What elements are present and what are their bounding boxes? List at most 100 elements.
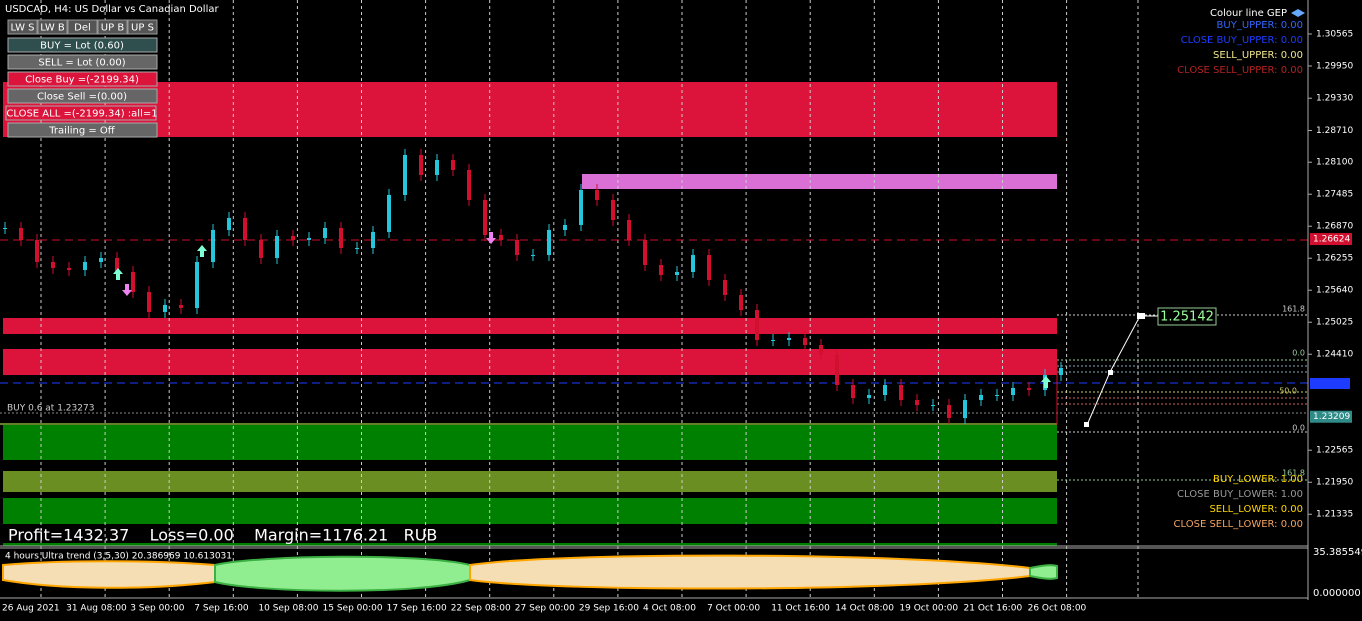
panel-button-label[interactable]: CLOSE ALL =(-2199.34) :all=1: [6, 109, 157, 120]
candle: [387, 194, 391, 232]
candle: [307, 238, 311, 240]
y-tick-label: 1.29330: [1316, 94, 1353, 104]
panel-button-label[interactable]: Close Sell =(0.00): [37, 92, 127, 103]
candle: [83, 261, 87, 271]
zone-green: [3, 498, 1057, 524]
candle: [211, 229, 215, 262]
candle: [659, 265, 663, 275]
indicator-title: 4 hours Ultra trend (3,5,30) 20.386969 1…: [5, 552, 232, 562]
panel-button[interactable]: [7, 54, 158, 70]
candle: [531, 255, 535, 257]
candle: [723, 279, 727, 295]
trade-panel: BUY = Lot (0.60) SELL = Lot (0.00) Close B…: [5, 37, 158, 138]
y-tick-label: 1.21335: [1316, 510, 1353, 520]
price-marker: [1310, 378, 1350, 389]
x-tick-label: 17 Sep 16:00: [387, 604, 447, 614]
trend-node: [1084, 422, 1089, 427]
candle: [547, 229, 551, 256]
y-tick-label: 1.26870: [1316, 222, 1353, 232]
candle: [99, 257, 103, 262]
toolbar-button[interactable]: [127, 19, 158, 35]
x-tick-label: 7 Sep 16:00: [194, 604, 249, 614]
candle: [515, 239, 519, 256]
toolbar-button-label[interactable]: LW B: [40, 23, 65, 34]
y-tick-label: 1.29950: [1316, 61, 1353, 71]
y-tick-label: 1.30565: [1316, 29, 1353, 39]
x-tick-label: 27 Sep 00:00: [515, 604, 575, 614]
candle: [579, 189, 583, 225]
gep-upper: SELL_UPPER: 0.00: [1213, 50, 1303, 61]
panel-button-label[interactable]: SELL = Lot (0.00): [38, 58, 125, 69]
toolbar-button-label[interactable]: UP S: [131, 23, 154, 34]
x-tick-label: 29 Sep 16:00: [579, 604, 639, 614]
panel-button[interactable]: [7, 88, 158, 104]
candle: [739, 294, 743, 311]
toolbar-button[interactable]: [7, 19, 38, 35]
toolbar-button[interactable]: [97, 19, 128, 35]
gep-lower: SELL_LOWER: 0.00: [1209, 504, 1303, 515]
candle: [3, 228, 7, 230]
candle: [499, 234, 503, 240]
panel-button[interactable]: [7, 122, 158, 138]
candle: [691, 255, 695, 272]
candle: [947, 405, 951, 418]
candle: [707, 255, 711, 280]
candle: [1011, 388, 1015, 395]
candle: [355, 247, 359, 249]
panel-button[interactable]: [7, 37, 158, 53]
x-tick-label: 26 Oct 08:00: [1028, 604, 1087, 614]
candle: [419, 155, 423, 175]
candle: [67, 267, 71, 271]
candle: [435, 160, 439, 175]
candle: [19, 228, 23, 240]
candle: [339, 228, 343, 248]
y-tick-label: 1.24410: [1316, 350, 1353, 360]
candle: [243, 217, 247, 240]
toolbar-button[interactable]: [67, 19, 98, 35]
x-tick-label: 3 Sep 00:00: [130, 604, 185, 614]
panel-button-label[interactable]: Close Buy =(-2199.34): [25, 75, 139, 86]
window-title: USDCAD, H4: US Dollar vs Canadian Dollar: [5, 4, 219, 15]
panel-button-label[interactable]: BUY = Lot (0.60): [40, 41, 124, 52]
gep-lower: BUY_LOWER: 1.00: [1213, 474, 1303, 485]
gep-upper: CLOSE SELL_UPPER: 0.00: [1177, 65, 1303, 76]
candle: [899, 384, 903, 401]
toolbar-button-label[interactable]: UP B: [101, 23, 125, 34]
gep-title: Colour line GEP: [1210, 8, 1287, 19]
candle: [291, 235, 295, 240]
arrow-up: [197, 245, 207, 257]
zone-green: [3, 425, 1057, 460]
candle: [675, 271, 679, 275]
zone-red: [3, 349, 1057, 375]
panel-button[interactable]: [5, 105, 157, 121]
gep-upper: BUY_UPPER: 0.00: [1217, 20, 1303, 31]
toolbar-button[interactable]: [37, 19, 68, 35]
candle: [195, 261, 199, 308]
panel-button-label[interactable]: Trailing = Off: [48, 126, 116, 137]
gep-icon: [1291, 9, 1305, 17]
candle: [259, 239, 263, 258]
y-tick-label: 1.26255: [1316, 254, 1353, 264]
x-tick-label: 7 Oct 00:00: [707, 604, 760, 614]
gep-lower: CLOSE BUY_LOWER: 1.00: [1177, 489, 1303, 500]
gep-lower: CLOSE SELL_LOWER: 0.00: [1174, 519, 1303, 530]
trend-node: [1137, 313, 1145, 319]
candle: [995, 394, 999, 396]
candle: [179, 304, 183, 308]
panel-button[interactable]: [7, 71, 158, 87]
toolbar-button-label[interactable]: LW S: [10, 23, 34, 34]
arrow-down: [486, 232, 496, 244]
y-tick-label: 1.25025: [1316, 318, 1353, 328]
order-label: BUY 0.6 at 1.23273: [7, 404, 94, 414]
price-marker: [1310, 410, 1352, 423]
toolbar-button-label[interactable]: Del: [74, 23, 91, 34]
indicator-band: [1, 560, 216, 589]
candle: [883, 384, 887, 395]
target-box: [1157, 307, 1217, 326]
y-tick-label: 1.27485: [1316, 190, 1353, 200]
status-line: Profit=1432.37 Loss=0.00 Margin=1176.21 …: [8, 526, 437, 545]
candle: [323, 228, 327, 239]
candle: [851, 384, 855, 399]
x-tick-label: 26 Aug 2021: [2, 604, 60, 614]
